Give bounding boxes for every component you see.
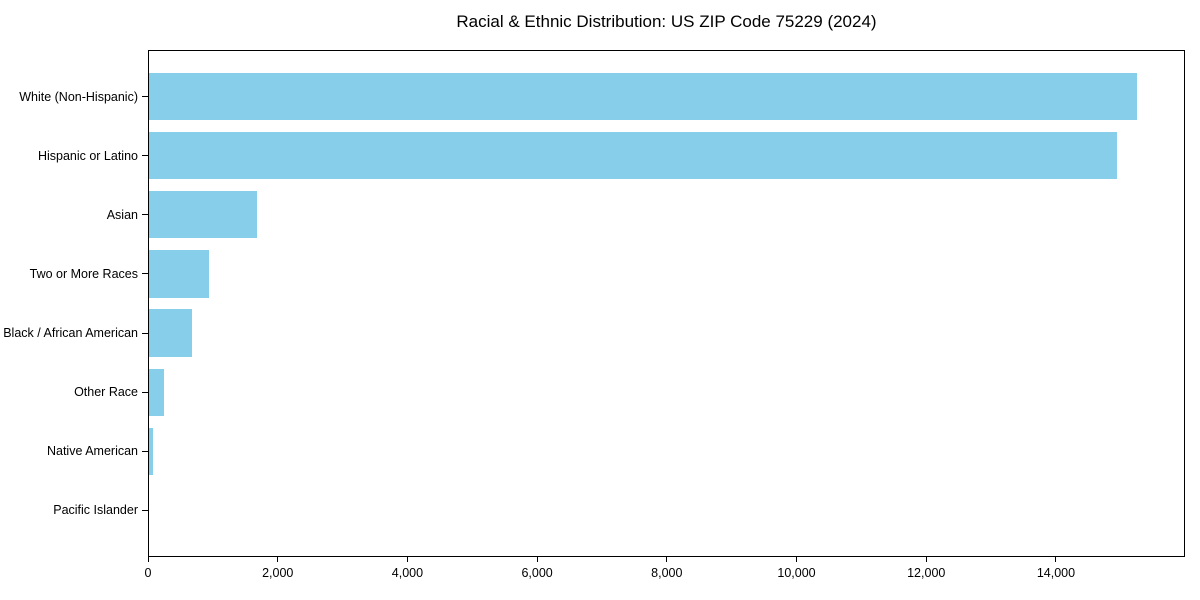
x-axis-tick — [666, 557, 668, 562]
y-axis-tick — [142, 214, 148, 216]
y-axis-label: White (Non-Hispanic) — [19, 89, 138, 104]
bar — [149, 73, 1137, 121]
x-axis-tick-label: 10,000 — [777, 566, 816, 580]
x-axis-tick — [1055, 557, 1057, 562]
y-axis-tick — [142, 509, 148, 511]
x-axis-tick-label: 14,000 — [1036, 566, 1076, 580]
y-axis-label: Hispanic or Latino — [37, 148, 138, 163]
y-axis-tick — [142, 155, 148, 157]
bar — [149, 132, 1118, 180]
y-axis-label: Asian — [106, 207, 138, 222]
bar — [149, 250, 209, 298]
x-axis-tick-label: 6,000 — [521, 566, 553, 580]
chart-title: Racial & Ethnic Distribution: US ZIP Cod… — [456, 12, 877, 31]
x-axis-tick-label: 12,000 — [907, 566, 946, 580]
x-axis-tick-label: 4,000 — [391, 566, 424, 580]
y-axis-tick — [142, 96, 148, 98]
x-axis-tick-label: 0 — [144, 566, 152, 580]
x-axis-tick — [796, 557, 798, 562]
plot-frame — [148, 50, 1185, 557]
bar — [149, 427, 154, 475]
y-axis-label: Pacific Islander — [53, 503, 138, 518]
bar — [149, 309, 192, 357]
y-axis-tick — [142, 332, 148, 334]
x-axis-tick-label: 2,000 — [262, 566, 294, 580]
x-axis-tick — [406, 557, 408, 562]
x-axis-tick — [925, 557, 927, 562]
y-axis-label: Native American — [46, 444, 138, 459]
bar — [149, 191, 257, 239]
x-axis-tick-label: 8,000 — [651, 566, 683, 580]
bar — [149, 368, 164, 416]
y-axis-label: Two or More Races — [29, 266, 138, 281]
x-axis-tick — [536, 557, 538, 562]
x-axis-tick — [277, 557, 279, 562]
y-axis-tick — [142, 273, 148, 275]
y-axis-label: Black / African American — [3, 326, 138, 341]
y-axis-label: Other Race — [74, 385, 138, 400]
y-axis-tick — [142, 450, 148, 452]
y-axis-tick — [142, 391, 148, 393]
x-axis-tick — [147, 557, 149, 562]
